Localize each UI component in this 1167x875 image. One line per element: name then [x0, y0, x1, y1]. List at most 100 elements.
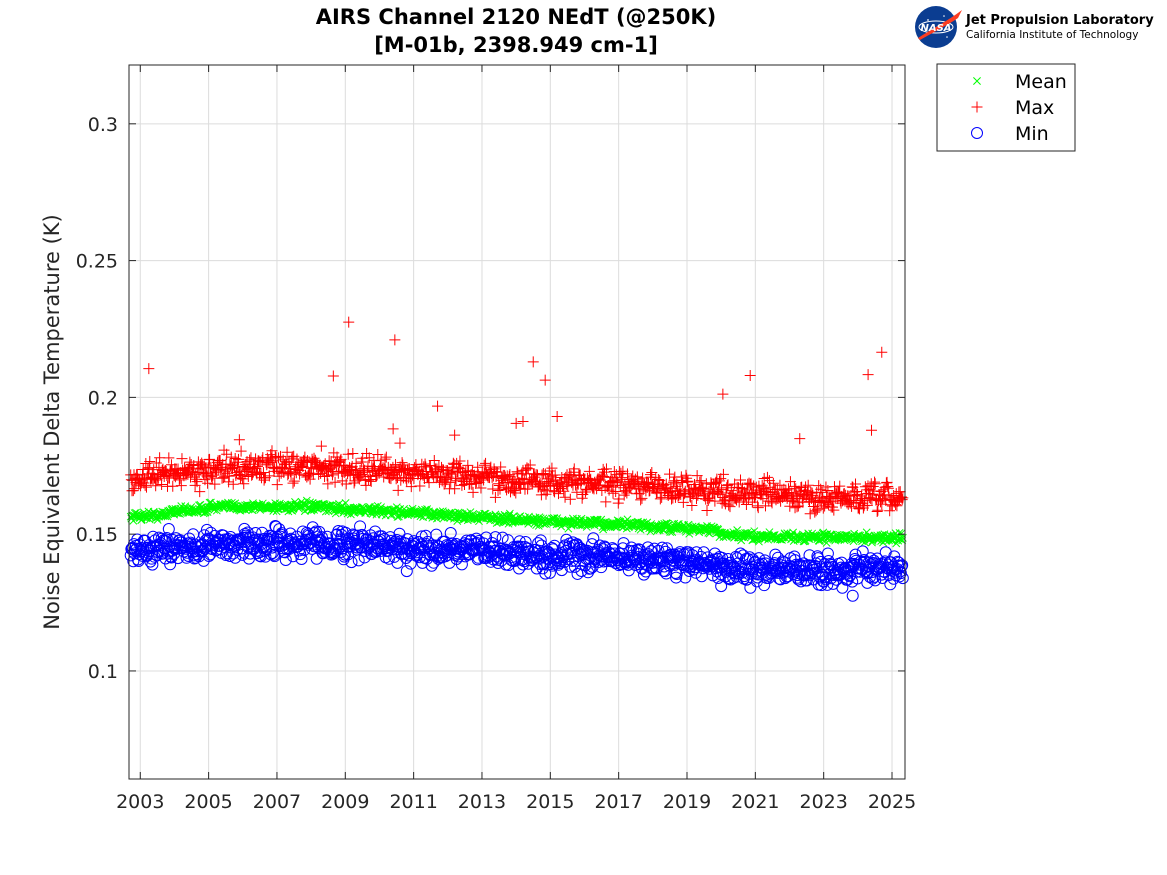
marker-max	[610, 486, 622, 498]
marker-min	[433, 551, 446, 564]
marker-max	[137, 464, 149, 476]
marker-max	[223, 470, 235, 482]
marker-max	[227, 478, 239, 490]
marker-max	[800, 481, 812, 493]
marker-max	[811, 503, 823, 515]
marker-max	[717, 388, 729, 400]
y-axis-label: Noise Equivalent Delta Temperature (K)	[40, 214, 64, 630]
marker-max	[206, 470, 218, 482]
marker-max	[861, 499, 873, 511]
marker-max	[194, 486, 206, 498]
marker-max	[615, 467, 627, 479]
marker-max	[326, 469, 338, 481]
marker-max	[857, 497, 869, 509]
marker-min	[357, 530, 370, 543]
x-tick-label: 2025	[868, 791, 916, 813]
marker-max	[319, 471, 331, 483]
marker-min	[821, 578, 834, 591]
jpl-subtitle: California Institute of Technology	[966, 29, 1138, 41]
marker-max	[322, 478, 334, 490]
marker-max	[510, 417, 522, 429]
marker-max	[396, 457, 408, 469]
marker-min	[162, 523, 175, 536]
marker-min	[564, 547, 577, 560]
y-tick-label: 0.1	[88, 661, 118, 683]
marker-min	[532, 537, 545, 550]
marker-mean	[733, 526, 742, 535]
marker-min	[555, 564, 568, 577]
marker-max	[315, 440, 327, 452]
marker-min	[345, 556, 358, 569]
marker-max	[281, 446, 293, 458]
marker-min	[539, 567, 552, 580]
marker-max	[559, 491, 571, 503]
marker-max	[882, 482, 894, 494]
marker-max	[891, 500, 903, 512]
marker-max	[167, 480, 179, 492]
marker-max	[286, 451, 298, 463]
marker-min	[501, 534, 514, 547]
series-max	[125, 316, 909, 520]
marker-max	[681, 476, 693, 488]
marker-min	[617, 537, 630, 550]
marker-max	[139, 479, 151, 491]
marker-max	[206, 472, 218, 484]
marker-max	[677, 496, 689, 508]
marker-mean	[393, 513, 402, 521]
marker-max	[364, 471, 376, 483]
marker-max	[633, 480, 645, 492]
marker-min	[670, 568, 683, 581]
marker-max	[517, 415, 529, 427]
legend-label-max: Max	[1015, 97, 1054, 119]
marker-max	[144, 456, 156, 468]
marker-max	[645, 471, 657, 483]
marker-max	[609, 475, 621, 487]
chart-title-line2: [M-01b, 2398.949 cm-1]	[374, 33, 658, 57]
marker-max	[702, 493, 714, 505]
marker-max	[204, 453, 216, 465]
marker-max	[791, 501, 803, 513]
marker-max	[508, 474, 520, 486]
marker-max	[467, 486, 479, 498]
marker-min	[668, 548, 681, 561]
legend-label-mean: Mean	[1015, 71, 1067, 93]
marker-min	[541, 545, 554, 558]
marker-min	[589, 552, 602, 565]
marker-max	[654, 493, 666, 505]
marker-max	[627, 470, 639, 482]
marker-max	[695, 475, 707, 487]
marker-max	[665, 482, 677, 494]
marker-min	[895, 560, 908, 573]
marker-max	[709, 495, 721, 507]
marker-min	[809, 566, 822, 579]
marker-max	[508, 485, 520, 497]
marker-min	[489, 531, 502, 544]
marker-min	[275, 527, 288, 540]
marker-max	[142, 462, 154, 474]
marker-max	[802, 479, 814, 491]
marker-max	[365, 475, 377, 487]
marker-max	[878, 489, 890, 501]
marker-max	[143, 462, 155, 474]
marker-max	[740, 498, 752, 510]
marker-min	[724, 573, 737, 586]
marker-min	[164, 558, 177, 571]
legend-box	[936, 63, 1076, 152]
marker-max	[894, 486, 906, 498]
marker-max	[724, 501, 736, 513]
marker-mean	[751, 535, 759, 543]
marker-max	[494, 483, 506, 495]
marker-max	[492, 484, 504, 496]
marker-max	[233, 434, 245, 446]
marker-max	[511, 466, 523, 478]
marker-max	[869, 478, 881, 490]
marker-max	[344, 462, 356, 474]
marker-max	[221, 448, 233, 460]
marker-max	[218, 444, 230, 456]
marker-max	[600, 463, 612, 475]
marker-min	[273, 523, 286, 536]
marker-max	[379, 453, 391, 465]
marker-max	[131, 468, 143, 480]
x-tick-label: 2007	[253, 791, 301, 813]
marker-max	[449, 483, 461, 495]
